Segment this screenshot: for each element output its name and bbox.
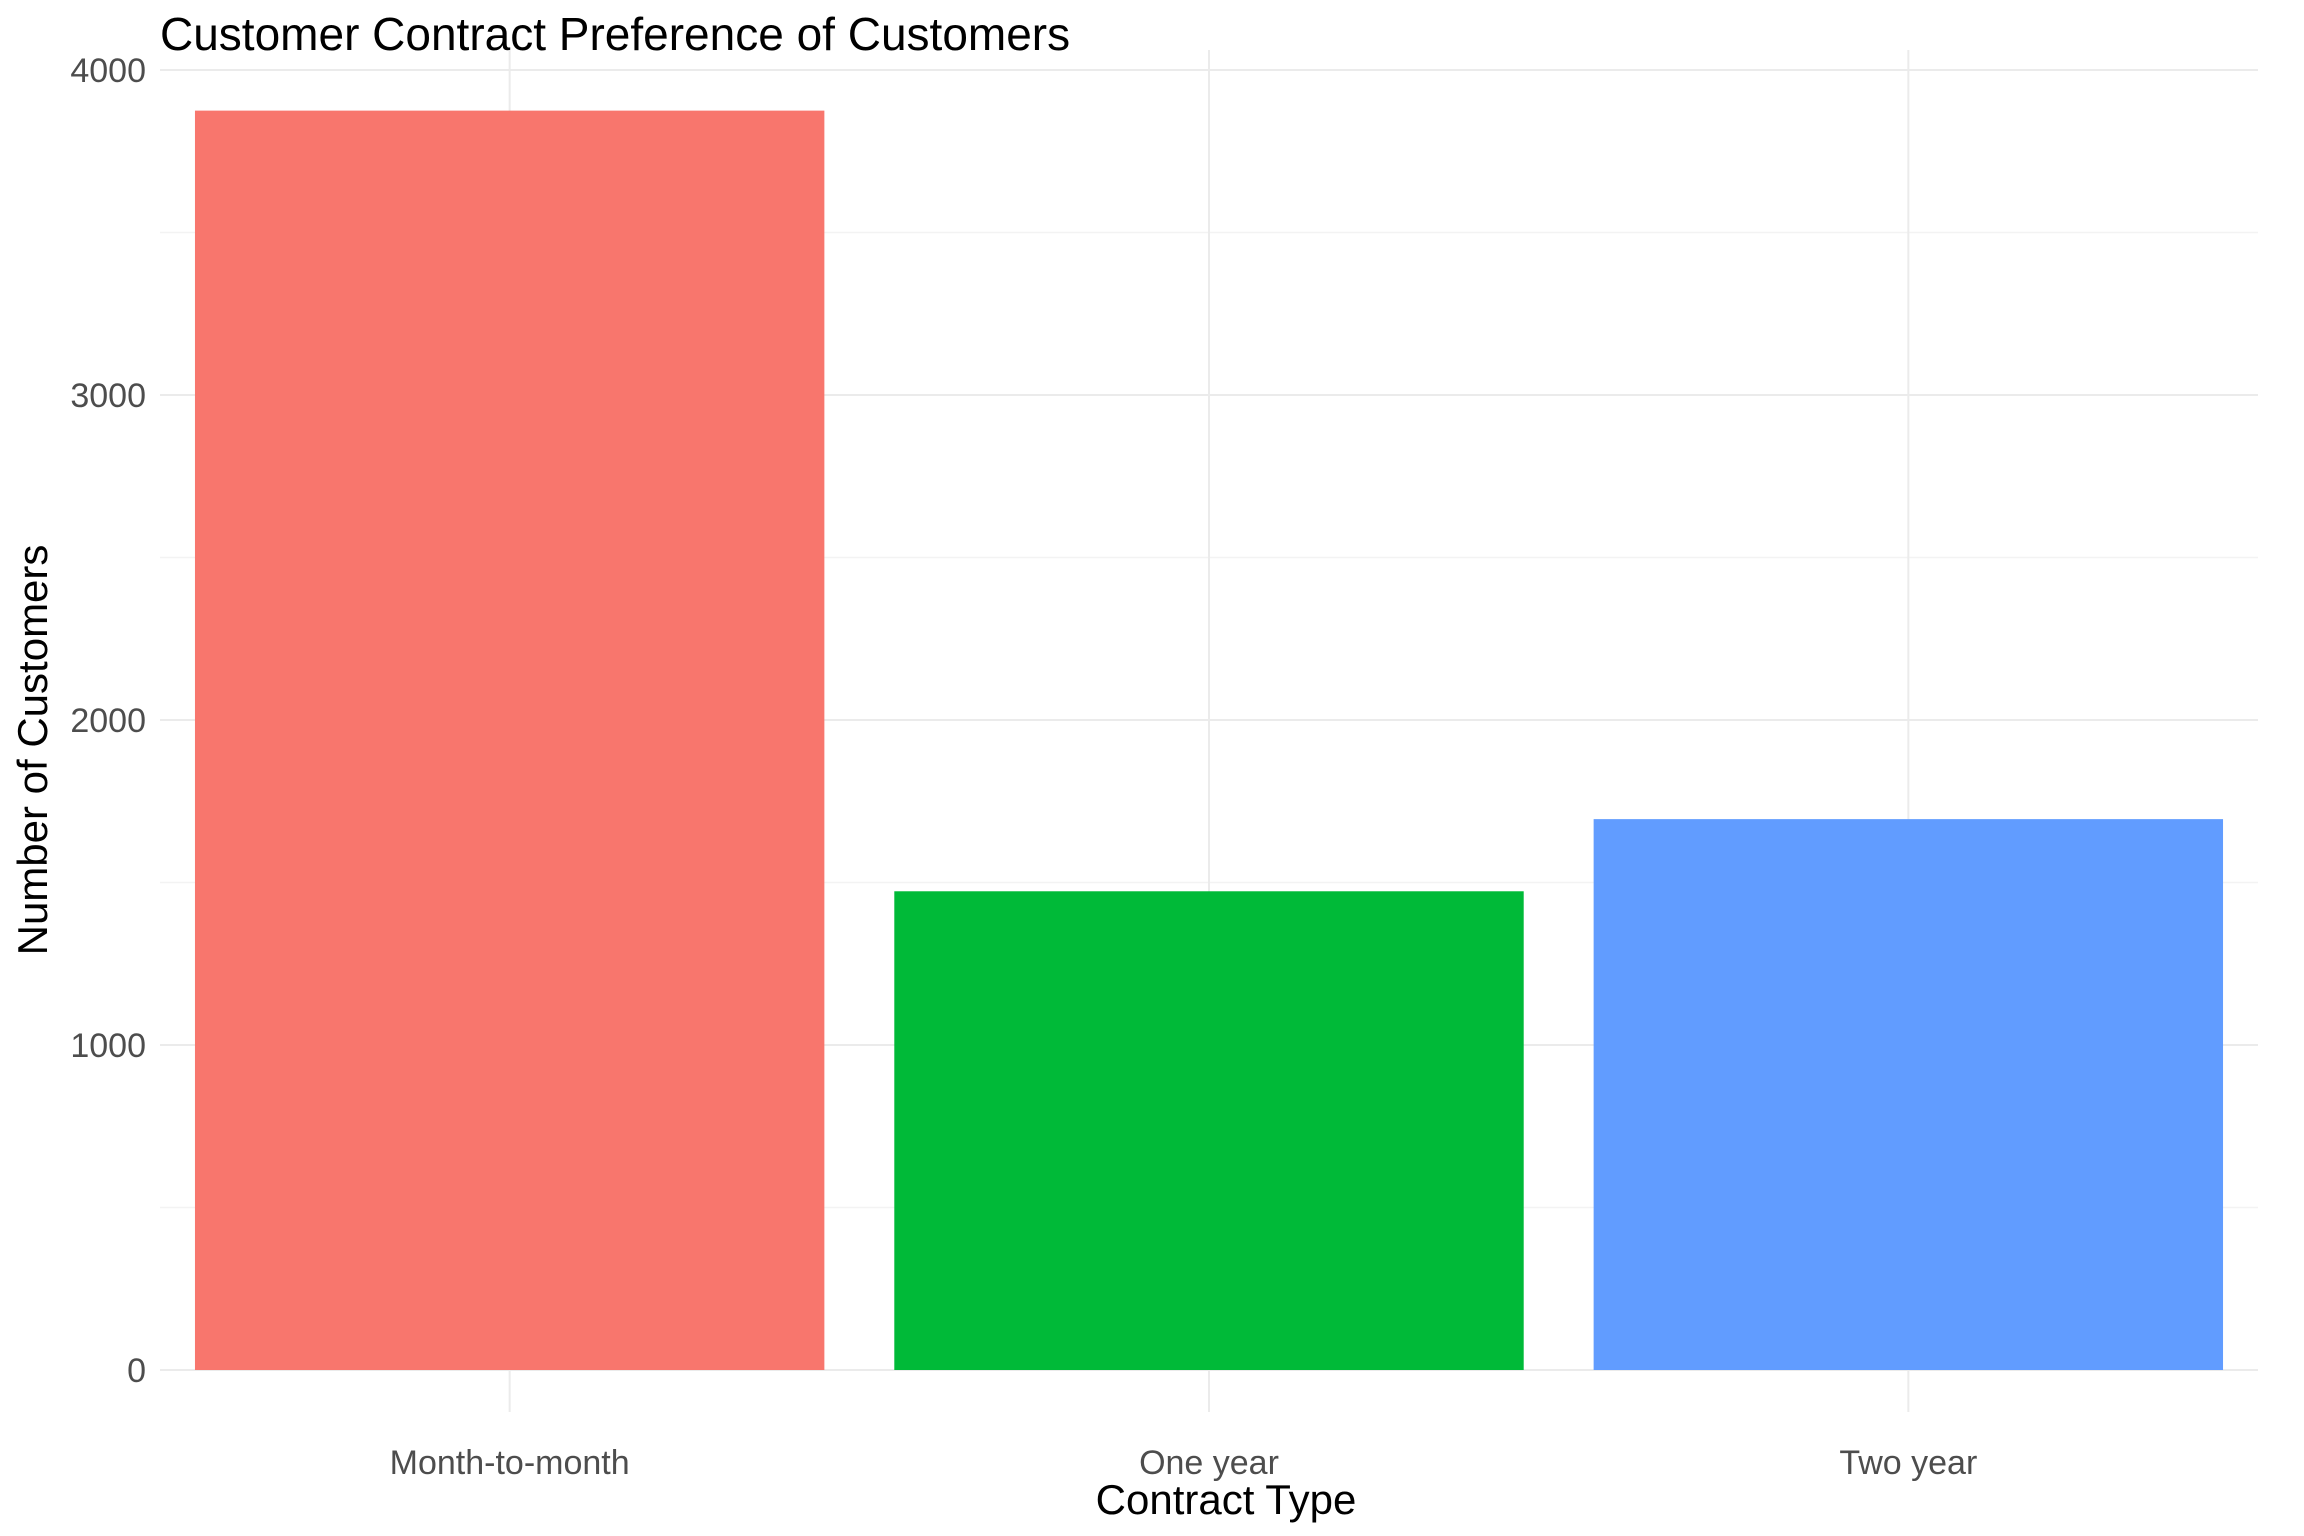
x-tick-label: Two year [1839,1444,1977,1482]
y-tick-label: 3000 [70,377,146,415]
y-tick-label: 4000 [70,52,146,90]
x-axis-title: Contract Type [1096,1476,1357,1523]
bar-one-year [894,891,1524,1370]
y-tick-label: 1000 [70,1027,146,1065]
y-axis-title: Number of Customers [9,545,56,956]
x-axis-ticks: Month-to-month One year Two year [390,1444,1978,1482]
y-tick-label: 0 [127,1352,146,1390]
chart-title: Customer Contract Preference of Customer… [160,8,1070,60]
x-tick-label: One year [1139,1444,1279,1482]
x-tick-label: Month-to-month [390,1444,630,1482]
y-axis-ticks: 0 1000 2000 3000 4000 [70,52,146,1390]
bar-two-year [1593,819,2224,1370]
bar-month-to-month [194,110,825,1370]
bars [194,110,2224,1370]
y-tick-label: 2000 [70,702,146,740]
